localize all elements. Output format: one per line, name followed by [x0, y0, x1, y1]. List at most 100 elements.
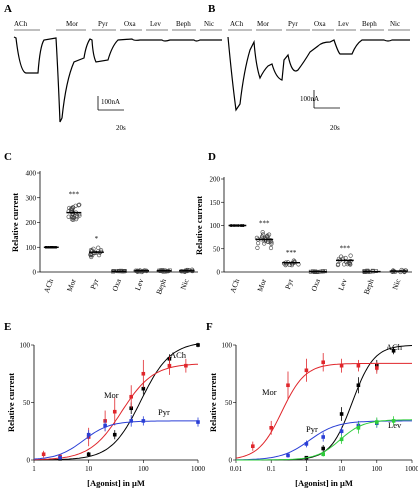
- data-point-c-mor: [69, 206, 75, 211]
- category-label-c-mor: Mor: [65, 277, 78, 293]
- data-point-f-pyr: [304, 442, 309, 446]
- data-point-c-pyr: [96, 245, 101, 250]
- data-point-f-ach: [356, 383, 361, 388]
- data-point-e-mor: [141, 371, 146, 376]
- y-tick-label-d-50: 50: [213, 245, 221, 253]
- scale-time-label-b: 20s: [330, 124, 340, 132]
- y-tick-label-d-0: 0: [217, 269, 221, 277]
- data-point-c-mor: [71, 215, 76, 221]
- chart-d: D 0 50 100 150 200 Relative current ACh Mor *** P…: [194, 151, 412, 296]
- current-trace-a: [13, 36, 222, 123]
- drug-label-ach-b: ACh: [230, 20, 244, 28]
- data-point-c-mor: [70, 211, 76, 216]
- data-point-d-lev: [342, 262, 347, 267]
- current-trace-b: [227, 36, 410, 112]
- data-point-c-pyr: [89, 254, 94, 260]
- y-axis-label-e: Relative current: [6, 373, 16, 432]
- x-tick-label-f-0-1: 0.1: [267, 465, 276, 473]
- drug-label-oxa-a: Oxa: [124, 20, 137, 28]
- data-point-d-mor: [265, 233, 270, 238]
- category-label-d-pyr: Pyr: [283, 277, 295, 290]
- data-point-f-pyr: [286, 453, 290, 458]
- data-point-c-mor: [66, 214, 71, 219]
- data-point-c-mor: [75, 215, 80, 220]
- drug-label-mor-a: Mor: [66, 20, 79, 28]
- series-label-e-mor: Mor: [104, 390, 119, 400]
- panel-c-label: C: [4, 151, 12, 163]
- data-point-d-mor: [262, 241, 267, 246]
- data-point-f-mor: [250, 444, 255, 448]
- x-tick-label-f-10: 10: [338, 465, 346, 473]
- category-label-d-nic: Nic: [390, 277, 402, 291]
- data-point-d-mor: [260, 232, 266, 237]
- panel-e-label: E: [4, 321, 11, 333]
- panel-a: A ACh Mor Pyr Oxa Lev Beph Nic 100nA 20s: [4, 3, 222, 132]
- category-label-c-pyr: Pyr: [88, 277, 100, 290]
- x-axis-label-f: [Agonist] in μM: [295, 478, 353, 488]
- data-point-e-pyr: [129, 419, 134, 423]
- data-point-f-lev: [391, 419, 396, 423]
- data-point-f-pyr: [321, 435, 325, 439]
- category-label-d-mor: Mor: [255, 277, 268, 293]
- significance-d-pyr: ***: [286, 249, 297, 257]
- data-point-e-ach: [196, 343, 200, 347]
- y-tick-label-c-200: 200: [26, 219, 37, 227]
- data-point-f-mor: [321, 360, 325, 365]
- category-label-c-ach: ACh: [42, 277, 55, 294]
- data-point-f-lev: [321, 452, 325, 457]
- category-label-c-oxa: Oxa: [110, 277, 123, 292]
- category-label-c-beph: Beph: [154, 277, 168, 295]
- drug-label-ach-a: ACh: [14, 20, 28, 28]
- drug-label-oxa-b: Oxa: [314, 20, 327, 28]
- data-point-d-lev: [348, 253, 353, 258]
- data-point-f-mor: [269, 426, 273, 430]
- data-point-d-mor: [266, 238, 272, 243]
- significance-c-pyr: *: [95, 235, 99, 243]
- panel-b: B ACh Mor Pyr Oxa Lev Beph Nic 100nA 20s: [208, 3, 410, 132]
- drug-label-beph-b: Beph: [362, 20, 377, 28]
- data-point-e-mor: [184, 363, 188, 368]
- fit-curve-f-mor: [235, 362, 412, 459]
- scale-current-label-a: 100nA: [101, 98, 120, 106]
- data-point-d-mor: [268, 245, 274, 251]
- fit-curve-f-lev: [236, 419, 413, 461]
- y-tick-label-f-0: 0: [229, 457, 233, 465]
- data-point-d-mor: [260, 234, 265, 239]
- drug-label-pyr-b: Pyr: [288, 20, 298, 28]
- y-axis-label-c: Relative current: [10, 193, 20, 252]
- data-point-d-nic: [393, 269, 398, 275]
- data-point-e-ach: [112, 432, 117, 437]
- data-point-f-lev: [375, 420, 379, 424]
- series-label-f-mor: Mor: [262, 387, 277, 397]
- y-tick-label-c-300: 300: [26, 194, 37, 202]
- y-tick-label-e-100: 100: [20, 342, 31, 350]
- category-label-c-lev: Lev: [133, 277, 146, 291]
- drug-label-lev-a: Lev: [150, 20, 161, 28]
- y-tick-label-e-50: 50: [23, 399, 31, 407]
- data-point-c-mor: [76, 203, 81, 208]
- drug-label-beph-a: Beph: [176, 20, 191, 28]
- x-tick-label-e-1000: 1000: [191, 465, 206, 473]
- panel-f-label: F: [206, 321, 213, 333]
- data-point-e-ach: [141, 386, 146, 391]
- data-point-d-mor: [268, 238, 273, 243]
- series-label-f-ach: ACh: [386, 342, 403, 352]
- scale-current-label-b: 100nA: [300, 95, 319, 103]
- data-point-f-mor: [375, 366, 379, 370]
- data-point-d-mor: [260, 230, 265, 235]
- data-point-f-lev: [356, 426, 361, 430]
- y-tick-label-d-100: 100: [210, 222, 221, 230]
- panel-a-label: A: [4, 3, 12, 15]
- y-tick-label-c-400: 400: [26, 170, 37, 178]
- series-label-e-ach: ACh: [170, 350, 187, 360]
- data-point-f-ach: [391, 348, 396, 353]
- drug-label-nic-a: Nic: [204, 20, 214, 28]
- x-axis-label-e: [Agonist] in μM: [87, 478, 145, 488]
- y-axis-label-d: Relative current: [194, 196, 204, 255]
- x-tick-label-f-100: 100: [372, 465, 383, 473]
- fit-curve-e-pyr: [33, 420, 198, 460]
- x-tick-label-e-100: 100: [138, 465, 149, 473]
- drug-label-lev-b: Lev: [338, 20, 349, 28]
- category-label-d-lev: Lev: [336, 277, 349, 291]
